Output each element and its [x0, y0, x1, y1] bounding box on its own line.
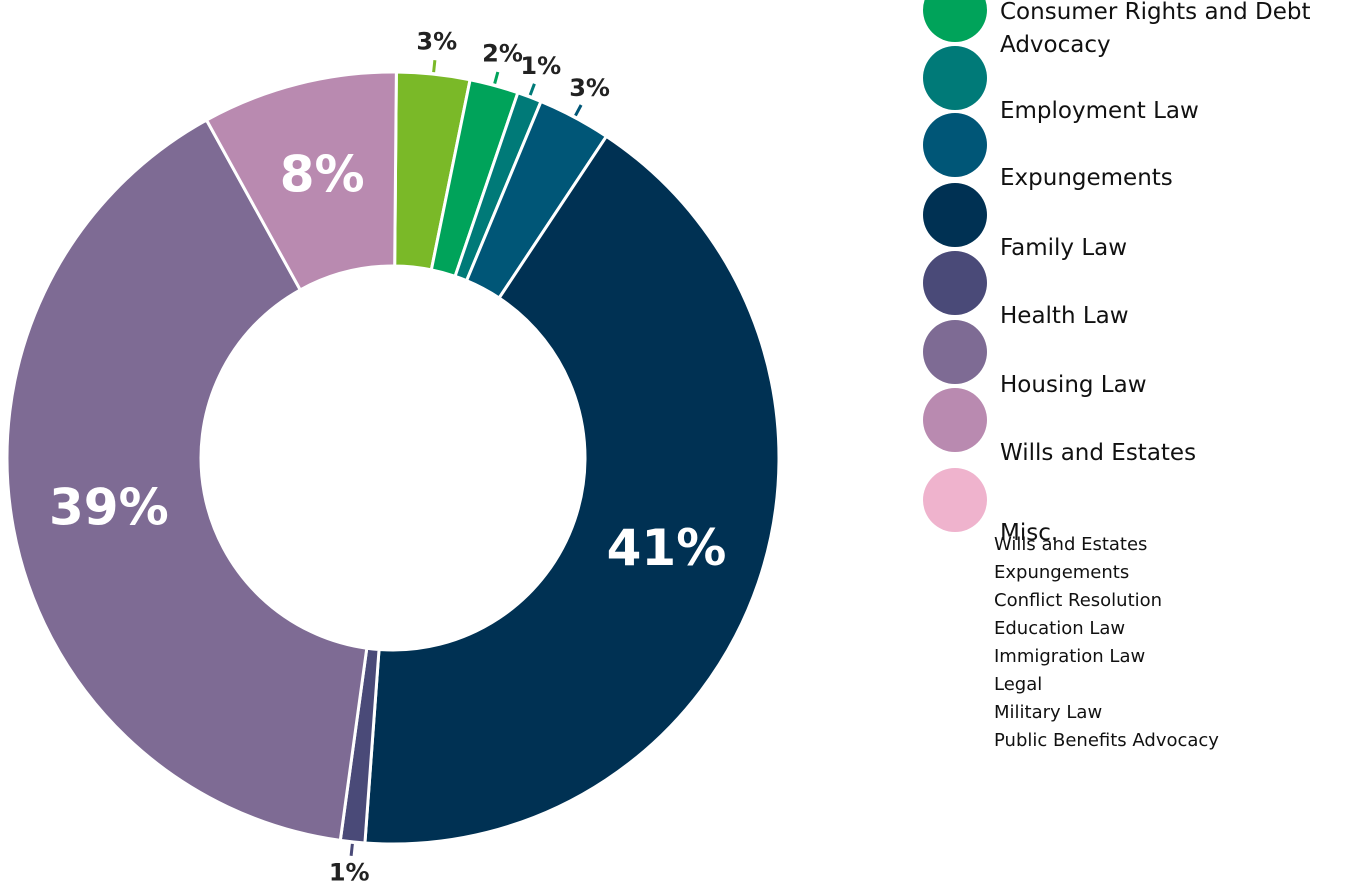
- slice: [5, 117, 369, 843]
- legend-label: Employment Law: [1000, 98, 1199, 124]
- slice-label: 1%: [329, 859, 370, 881]
- slice-label: 3%: [416, 27, 457, 55]
- misc-item: Public Benefits Advocacy: [994, 730, 1219, 751]
- misc-item: Wills and Estates: [994, 534, 1148, 555]
- misc-item: Conflict Resolution: [994, 590, 1163, 611]
- legend-label: Misc.: [1000, 520, 1059, 546]
- misc-item: Education Law: [994, 618, 1126, 639]
- slice-label: 39%: [49, 478, 169, 536]
- misc-item: Legal: [994, 674, 1043, 695]
- leader-line: [574, 104, 583, 117]
- legend-swatch: [923, 468, 987, 532]
- legend-label: Family Law: [1000, 235, 1128, 261]
- legend-label: Health Law: [1000, 303, 1129, 329]
- leader-line: [349, 843, 354, 856]
- legend-label: Expungements: [1000, 165, 1173, 191]
- leader-line: [432, 60, 437, 73]
- legend-label: Consumer Rights and Debt Advocacy: [1000, 0, 1311, 58]
- leader-line: [528, 83, 536, 96]
- misc-item: Military Law: [994, 702, 1103, 723]
- slice-label: 41%: [607, 519, 727, 577]
- legend-label: Housing Law: [1000, 372, 1147, 398]
- slice-label: 1%: [520, 52, 561, 80]
- legend-swatch: [923, 183, 987, 247]
- legend-label: Wills and Estates: [1000, 440, 1197, 466]
- slice: [204, 70, 398, 292]
- slice-label: 2%: [482, 40, 523, 68]
- leader-line: [493, 71, 500, 84]
- legend-swatch: [923, 251, 987, 315]
- slice-label: 8%: [280, 145, 365, 203]
- misc-item: Immigration Law: [994, 646, 1146, 667]
- legend-swatch: [923, 46, 987, 110]
- slice: [363, 134, 781, 846]
- slice-label: 3%: [569, 74, 610, 102]
- legend-swatch: [923, 320, 987, 384]
- misc-item: Expungements: [994, 562, 1130, 583]
- legend-swatch: [923, 388, 987, 452]
- legend-swatch: [923, 113, 987, 177]
